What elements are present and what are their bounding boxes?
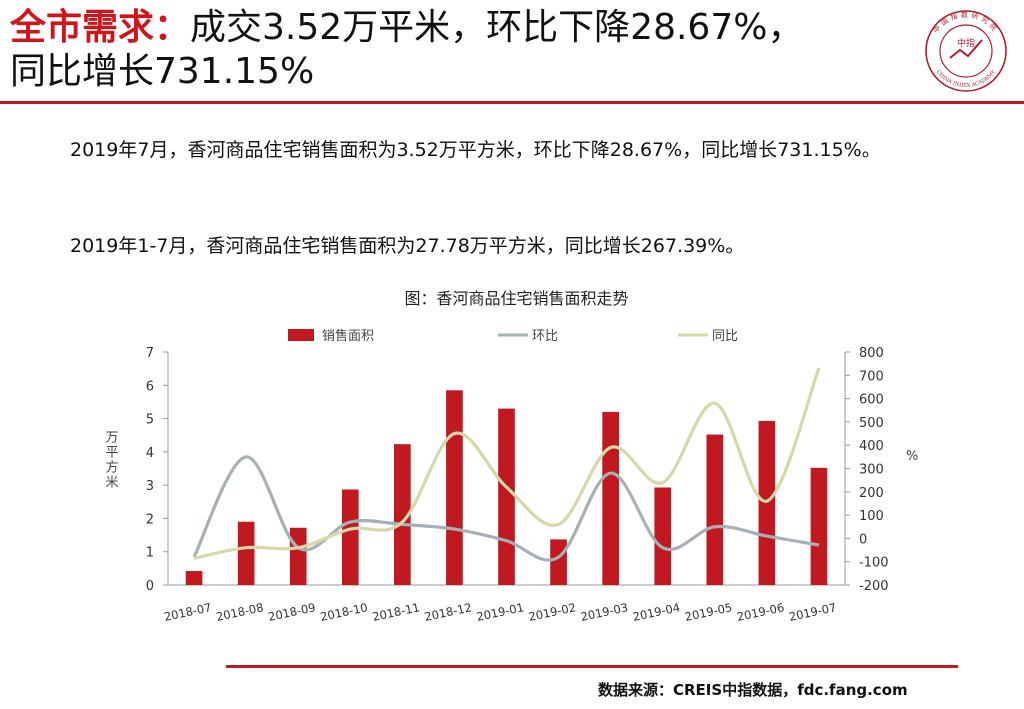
x-tick-label: 2019-05 — [684, 600, 734, 624]
bar-2019-04 — [654, 487, 672, 585]
bar-2018-11 — [394, 444, 411, 585]
bar-2019-01 — [498, 408, 515, 585]
bar-2019-06 — [758, 420, 776, 585]
svg-text:CHINA INDEX ACADEMY: CHINA INDEX ACADEMY — [935, 69, 997, 89]
y2-tick-label: 500 — [859, 416, 884, 431]
x-tick-label: 2019-06 — [736, 600, 786, 624]
summary-paragraph-1: 2019年7月，香河商品住宅销售面积为3.52万平方米，环比下降28.67%，同… — [70, 139, 881, 161]
y-axis-title: 万平方米 — [103, 430, 119, 490]
summary-paragraph-2: 2019年1-7月，香河商品住宅销售面积为27.78万平方米，同比增长267.3… — [70, 235, 745, 257]
y2-tick-label: 400 — [859, 439, 884, 454]
svg-text:中国指数研究院: 中国指数研究院 — [931, 10, 1001, 35]
title-highlight: 全市需求： — [10, 7, 191, 48]
x-tick-label: 2019-07 — [788, 600, 838, 624]
y2-tick-label: 100 — [859, 509, 884, 524]
bar-2019-02 — [550, 539, 567, 585]
x-tick-label: 2018-10 — [319, 600, 369, 624]
y2-tick-label: 800 — [859, 346, 884, 361]
bar-2018-12 — [446, 390, 463, 585]
y-tick-label: 0 — [146, 579, 154, 594]
legend-swatch-0 — [288, 329, 314, 341]
y-tick-label: 4 — [146, 446, 154, 461]
y-tick-label: 3 — [146, 479, 154, 494]
logo-bottom-text: CHINA INDEX ACADEMY — [935, 69, 997, 89]
x-tick-label: 2019-03 — [579, 600, 629, 624]
x-tick-label: 2018-07 — [163, 600, 213, 624]
data-source: 数据来源：CREIS中指数据，fdc.fang.com — [598, 681, 908, 699]
y-tick-label: 5 — [146, 413, 154, 428]
y2-tick-label: -100 — [859, 556, 889, 571]
x-tick-label: 2019-04 — [631, 600, 681, 624]
bar-2019-05 — [706, 434, 724, 585]
bar-2018-09 — [289, 527, 307, 585]
y2-tick-label: 700 — [859, 369, 884, 384]
title-block: 全市需求：成交3.52万平米，环比下降28.67%， 同比增长731.15% — [10, 6, 910, 94]
x-tick-label: 2019-02 — [527, 600, 577, 624]
y2-tick-label: 200 — [859, 486, 884, 501]
x-tick-label: 2018-09 — [267, 600, 317, 624]
title-line2: 同比增长731.15% — [10, 51, 315, 92]
china-index-academy-logo: 中指 中国指数研究院 CHINA INDEX ACADEMY — [925, 10, 1007, 92]
page-title: 全市需求：成交3.52万平米，环比下降28.67%， — [10, 6, 910, 50]
bar-2019-03 — [602, 411, 619, 585]
footer-divider — [226, 665, 958, 668]
x-tick-label: 2019-01 — [475, 600, 525, 624]
y2-axis-title: % — [906, 449, 918, 464]
legend-label-2: 同比 — [712, 329, 738, 344]
y2-tick-label: -200 — [859, 579, 889, 594]
y2-tick-label: 0 — [859, 532, 867, 547]
bar-2019-07 — [810, 467, 828, 585]
x-tick-label: 2018-08 — [215, 600, 265, 624]
y-tick-label: 7 — [146, 346, 154, 361]
title-divider — [0, 101, 1024, 104]
y2-tick-label: 600 — [859, 393, 884, 408]
x-tick-label: 2018-11 — [371, 600, 421, 624]
line-series-mom — [192, 455, 820, 562]
bar-2018-08 — [237, 521, 255, 585]
legend-label-0: 销售面积 — [322, 328, 374, 344]
y-tick-label: 2 — [146, 512, 154, 527]
x-tick-label: 2018-12 — [423, 600, 473, 624]
legend-label-1: 环比 — [532, 329, 558, 344]
y-tick-label: 1 — [146, 546, 154, 561]
y2-tick-label: 300 — [859, 463, 884, 478]
logo-top-text: 中国指数研究院 — [931, 10, 998, 35]
bar-2018-10 — [341, 489, 359, 585]
y-tick-label: 6 — [146, 379, 154, 394]
chart-title: 图：香河商品住宅销售面积走势 — [404, 289, 628, 308]
title-line1: 成交3.52万平米，环比下降28.67%， — [190, 7, 804, 48]
line-series-yoy — [193, 367, 821, 560]
bar-2018-07 — [185, 571, 203, 585]
logo-center-text: 中指 — [957, 37, 975, 49]
